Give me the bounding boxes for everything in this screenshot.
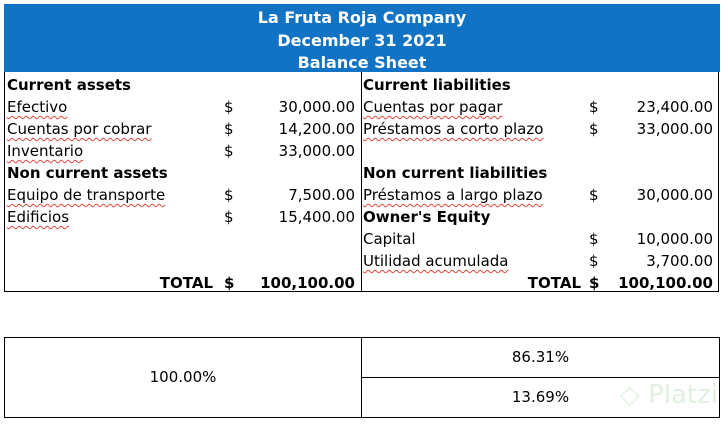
current-assets-heading: Current assets: [7, 76, 131, 94]
asset-currency: $: [224, 98, 234, 116]
liabilities-percentage: 86.31%: [511, 348, 570, 366]
asset-label: Cuentas por cobrar: [7, 120, 152, 138]
owners-equity-heading: Owner's Equity: [363, 208, 491, 226]
asset-label: Edificios: [7, 208, 70, 226]
asset-currency: $: [224, 142, 234, 160]
asset-amount: 7,500.00: [288, 186, 355, 204]
liability-currency: $: [589, 98, 599, 116]
liability-currency: $: [589, 120, 599, 138]
column-divider: [361, 72, 362, 292]
assets-total-currency: $: [224, 274, 235, 292]
platzi-watermark: ◇ Platzi: [620, 380, 718, 410]
watermark-text: Platzi: [648, 380, 718, 410]
asset-amount: 15,400.00: [278, 208, 355, 226]
sheet-header: La Fruta Roja Company December 31 2021 B…: [4, 4, 720, 72]
ratio-table: 100.00% 86.31% 13.69%: [4, 337, 720, 418]
liability-label: Préstamos a largo plazo: [363, 186, 543, 204]
asset-currency: $: [224, 208, 234, 226]
asset-label: Efectivo: [7, 98, 68, 116]
assets-total-label: TOTAL: [159, 274, 213, 292]
equity-currency: $: [589, 230, 599, 248]
assets-percentage: 100.00%: [149, 368, 217, 386]
company-name: La Fruta Roja Company: [257, 8, 467, 27]
noncurrent-assets-heading: Non current assets: [7, 164, 168, 182]
noncurrent-liabilities-heading: Non current liabilities: [363, 164, 548, 182]
asset-currency: $: [224, 186, 234, 204]
liability-amount: 33,000.00: [636, 120, 713, 138]
asset-label: Inventario: [7, 142, 84, 160]
asset-amount: 33,000.00: [278, 142, 355, 160]
liability-label: Préstamos a corto plazo: [363, 120, 544, 138]
liability-currency: $: [589, 186, 599, 204]
liabilities-total-currency: $: [589, 274, 600, 292]
equity-label: Utilidad acumulada: [363, 252, 509, 270]
equity-percentage: 13.69%: [511, 388, 570, 406]
liability-amount: 23,400.00: [636, 98, 713, 116]
equity-currency: $: [589, 252, 599, 270]
liability-amount: 30,000.00: [636, 186, 713, 204]
report-date: December 31 2021: [277, 31, 447, 50]
asset-label: Equipo de transporte: [7, 186, 166, 204]
asset-currency: $: [224, 120, 234, 138]
ratio-row-divider: [361, 377, 719, 378]
report-title: Balance Sheet: [297, 53, 427, 72]
assets-total-amount: 100,100.00: [260, 274, 355, 292]
equity-amount: 3,700.00: [646, 252, 713, 270]
equity-label: Capital: [363, 230, 416, 248]
equity-amount: 10,000.00: [636, 230, 713, 248]
balance-sheet-table: Current assets Efectivo $ 30,000.00 Cuen…: [4, 72, 719, 292]
liability-label: Cuentas por pagar: [363, 98, 503, 116]
asset-amount: 14,200.00: [278, 120, 355, 138]
liabilities-total-label: TOTAL: [527, 274, 581, 292]
platzi-logo-icon: ◇: [619, 380, 640, 410]
liabilities-total-amount: 100,100.00: [618, 274, 713, 292]
current-liabilities-heading: Current liabilities: [363, 76, 511, 94]
asset-amount: 30,000.00: [278, 98, 355, 116]
